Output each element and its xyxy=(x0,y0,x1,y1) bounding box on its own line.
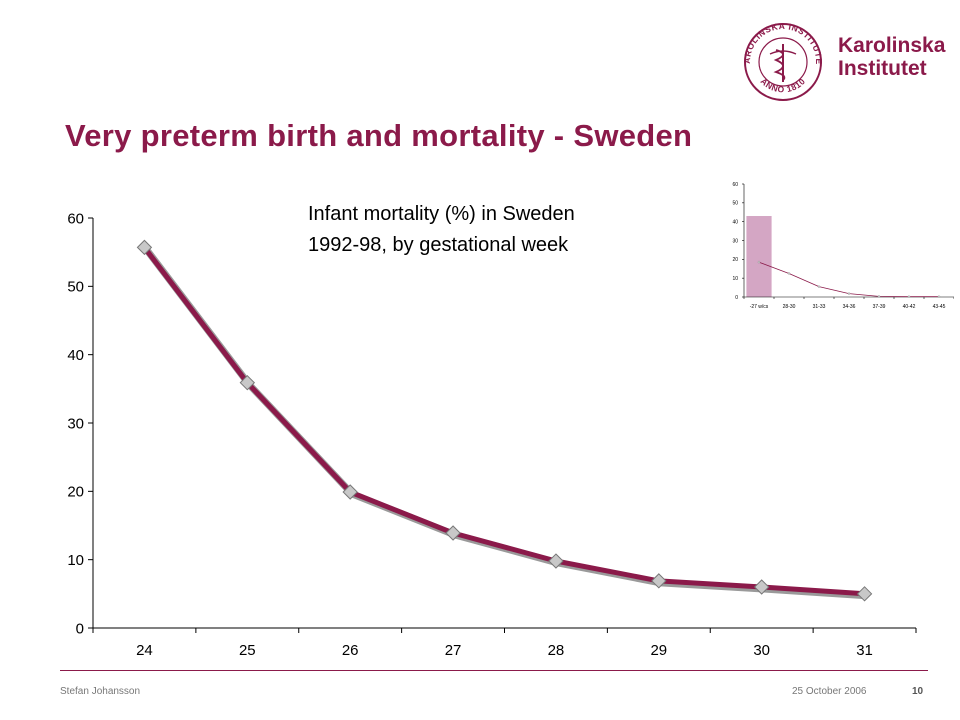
inset-y-tick-label: 30 xyxy=(732,238,738,244)
main-y-tick-label: 50 xyxy=(67,279,84,296)
seal-icon: KAROLINSKA INSTITUTET ANNO 1810 xyxy=(737,12,823,101)
inset-x-tick-label: 37-39 xyxy=(873,304,886,310)
main-x-tick-label: 26 xyxy=(342,642,359,659)
inset-y-tick-label: 0 xyxy=(735,295,738,301)
inset-data-point xyxy=(757,260,761,264)
main-y-tick-label: 60 xyxy=(67,210,84,227)
inset-data-point xyxy=(907,295,911,299)
inset-mortality-chart: 0 10 20 30 40 50 60 -27 w/cs 28-30 31-33 34-36 37-3… xyxy=(732,182,954,310)
footer-divider xyxy=(60,670,928,671)
inset-x-tick-label: 40-42 xyxy=(903,304,916,310)
main-x-tick-label: 27 xyxy=(445,642,462,659)
inset-data-point xyxy=(847,292,851,296)
logo-name-line2: Institutet xyxy=(838,57,927,80)
main-data-point xyxy=(753,579,770,595)
annotation-line-2: 1992-98, by gestational week xyxy=(308,234,569,256)
main-y-tick-label: 0 xyxy=(76,620,84,637)
slide-title: Very preterm birth and mortality - Swede… xyxy=(65,118,693,153)
main-data-point xyxy=(445,525,461,541)
main-data-point xyxy=(856,586,873,602)
main-data-point xyxy=(239,374,256,391)
inset-x-tick-label: 43-45 xyxy=(933,304,946,310)
inset-chart-series xyxy=(757,260,941,299)
karolinska-logo: KAROLINSKA INSTITUTET ANNO 1810 Karolins… xyxy=(737,12,945,102)
main-chart-axes: 0 10 20 30 40 50 60 24 25 26 27 28 29 30 31 xyxy=(67,210,917,659)
main-x-tick-label: 28 xyxy=(548,642,565,659)
inset-x-tick-label: 31-33 xyxy=(813,304,826,310)
footer-page-number: 10 xyxy=(912,686,924,697)
footer-author: Stefan Johansson xyxy=(60,686,141,697)
inset-x-tick-label: -27 w/cs xyxy=(750,304,769,310)
main-y-tick-label: 10 xyxy=(67,552,84,569)
inset-y-tick-label: 10 xyxy=(732,276,738,282)
inset-data-point xyxy=(817,285,821,289)
inset-y-tick-label: 50 xyxy=(732,201,738,207)
inset-series-line xyxy=(758,261,939,297)
main-x-tick-label: 30 xyxy=(753,642,770,659)
main-chart-series xyxy=(136,239,873,602)
main-series-line xyxy=(142,245,865,597)
main-data-point xyxy=(548,553,564,569)
inset-data-point xyxy=(937,295,941,299)
inset-highlight-bar xyxy=(746,216,772,297)
main-data-point xyxy=(136,239,153,256)
logo-name-line1: Karolinska xyxy=(838,34,946,57)
mortality-by-week-chart: 0 10 20 30 40 50 60 24 25 26 27 28 29 30 31 xyxy=(67,210,917,659)
inset-x-tick-label: 28-30 xyxy=(783,304,796,310)
main-data-point xyxy=(342,484,358,500)
chart-annotation: Infant mortality (%) in Sweden 1992-98, … xyxy=(308,199,575,261)
main-x-tick-label: 31 xyxy=(856,642,873,659)
main-y-tick-label: 30 xyxy=(67,415,84,432)
inset-chart-axes: 0 10 20 30 40 50 60 -27 w/cs 28-30 31-33 34-36 37-3… xyxy=(732,182,954,310)
main-data-point xyxy=(651,573,667,589)
main-y-tick-label: 20 xyxy=(67,484,84,501)
main-y-tick-label: 40 xyxy=(67,347,84,364)
main-x-tick-label: 25 xyxy=(239,642,256,659)
inset-x-tick-label: 34-36 xyxy=(843,304,856,310)
main-x-tick-label: 29 xyxy=(650,642,667,659)
logo-name: Karolinska Institutet xyxy=(838,34,945,80)
inset-data-point xyxy=(877,294,881,298)
inset-y-tick-label: 20 xyxy=(732,257,738,263)
inset-y-tick-label: 60 xyxy=(732,182,738,188)
annotation-line-1: Infant mortality (%) in Sweden xyxy=(308,203,575,225)
footer-date: 25 October 2006 xyxy=(792,686,867,697)
inset-y-tick-label: 40 xyxy=(732,219,738,225)
main-x-tick-label: 24 xyxy=(136,642,153,659)
inset-data-point xyxy=(787,271,791,275)
